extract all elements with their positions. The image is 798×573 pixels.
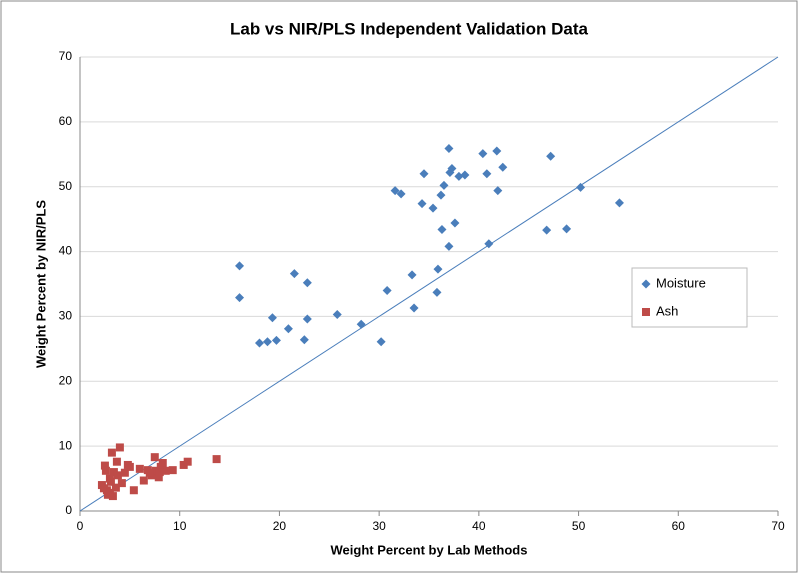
point <box>562 224 572 234</box>
point <box>417 199 427 209</box>
x-tick-label: 50 <box>572 519 586 533</box>
point <box>168 466 177 475</box>
point <box>158 459 167 468</box>
y-tick-label: 20 <box>59 373 73 387</box>
chart-title: Lab vs NIR/PLS Independent Validation Da… <box>230 19 589 38</box>
point <box>396 189 406 199</box>
point <box>444 241 454 251</box>
point <box>115 443 124 452</box>
point <box>129 486 138 495</box>
point <box>99 484 108 493</box>
point <box>135 464 144 473</box>
point <box>437 225 447 235</box>
point <box>498 162 508 172</box>
point <box>120 468 129 477</box>
legend-label: Moisture <box>656 275 706 290</box>
point <box>454 171 464 181</box>
point <box>271 335 281 345</box>
point <box>150 453 159 462</box>
point <box>106 477 115 486</box>
point <box>484 239 494 249</box>
point <box>614 198 624 208</box>
point <box>235 261 245 271</box>
point <box>542 225 552 235</box>
point <box>428 203 438 213</box>
point <box>356 319 366 329</box>
point <box>262 337 272 347</box>
x-tick-label: 0 <box>77 519 84 533</box>
point <box>447 164 457 174</box>
x-tick-label: 20 <box>273 519 287 533</box>
point <box>460 170 470 180</box>
y-tick-label: 40 <box>59 244 73 258</box>
y-tick-label: 0 <box>65 503 72 517</box>
point <box>376 337 386 347</box>
point <box>283 324 293 334</box>
x-tick-label: 10 <box>173 519 187 533</box>
y-axis-title: Weight Percent by NIR/PLS <box>33 200 48 368</box>
y-tick-label: 10 <box>59 438 73 452</box>
point <box>576 182 586 192</box>
point <box>155 468 164 477</box>
point <box>161 466 170 475</box>
point <box>112 457 121 466</box>
legend-label: Ash <box>656 303 678 318</box>
y-tick-label: 30 <box>59 309 73 323</box>
point <box>267 313 277 323</box>
point <box>432 287 442 297</box>
x-tick-label: 70 <box>771 519 785 533</box>
reference-line <box>79 56 779 512</box>
point <box>183 457 192 466</box>
point <box>407 270 417 280</box>
point <box>546 151 556 161</box>
point <box>390 186 400 196</box>
point <box>478 149 488 159</box>
point <box>254 338 264 348</box>
point <box>409 303 419 313</box>
legend-marker <box>642 308 650 316</box>
point <box>101 466 110 475</box>
point <box>117 479 126 488</box>
point <box>302 278 312 288</box>
x-tick-label: 60 <box>672 519 686 533</box>
point <box>302 314 312 324</box>
y-tick-label: 70 <box>59 49 73 63</box>
point <box>433 264 443 274</box>
point <box>100 461 109 470</box>
point <box>493 186 503 196</box>
point <box>419 169 429 179</box>
point <box>444 143 454 153</box>
point <box>145 468 154 477</box>
point <box>436 190 446 200</box>
x-tick-label: 40 <box>472 519 486 533</box>
point <box>439 180 449 190</box>
y-tick-label: 60 <box>59 114 73 128</box>
y-tick-label: 50 <box>59 179 73 193</box>
point <box>125 462 134 471</box>
point <box>299 335 309 345</box>
point <box>289 269 299 279</box>
point <box>105 488 114 497</box>
point <box>492 146 502 156</box>
point <box>212 455 221 464</box>
point <box>382 285 392 295</box>
legend-marker <box>641 279 651 289</box>
legend-box <box>631 267 748 328</box>
point <box>450 218 460 228</box>
point <box>482 169 492 179</box>
x-axis-title: Weight Percent by Lab Methods <box>331 542 528 557</box>
point <box>139 476 148 485</box>
point <box>332 309 342 319</box>
x-tick-label: 30 <box>372 519 386 533</box>
point <box>113 471 122 480</box>
point <box>107 448 116 457</box>
point <box>111 483 120 492</box>
point <box>235 293 245 303</box>
point <box>154 473 163 482</box>
